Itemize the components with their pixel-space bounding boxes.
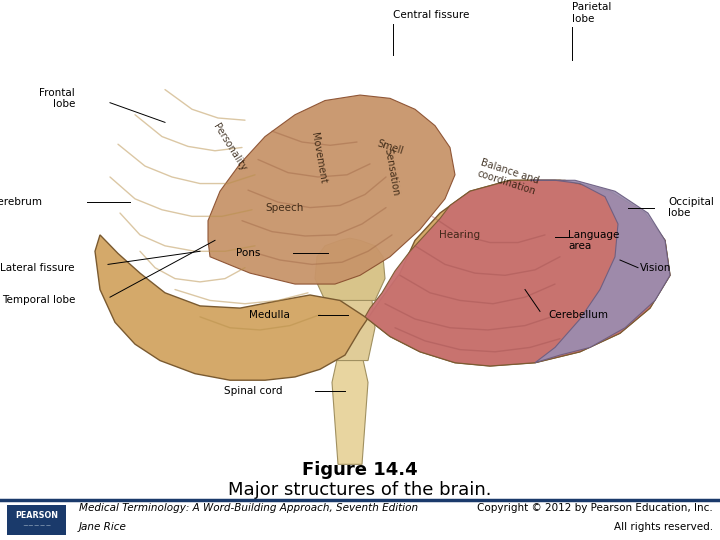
Text: Occipital
lobe: Occipital lobe [668, 197, 714, 218]
Text: Jane Rice: Jane Rice [79, 522, 127, 532]
Text: Vision: Vision [640, 262, 671, 273]
Text: Central fissure: Central fissure [393, 10, 469, 19]
Text: Personality: Personality [212, 122, 248, 173]
Polygon shape [365, 180, 670, 366]
Text: Cerebrum: Cerebrum [0, 197, 42, 207]
Text: Figure 14.4: Figure 14.4 [302, 461, 418, 478]
Text: Parietal
lobe: Parietal lobe [572, 3, 611, 24]
Polygon shape [332, 344, 368, 464]
Text: Language
area: Language area [568, 230, 619, 251]
Text: Hearing: Hearing [439, 230, 480, 240]
Text: Temporal lobe: Temporal lobe [1, 295, 75, 306]
Ellipse shape [431, 196, 649, 339]
Text: Movement: Movement [309, 132, 328, 185]
Polygon shape [95, 180, 670, 380]
Text: Balance and
coordination: Balance and coordination [476, 157, 540, 197]
Text: Lateral fissure: Lateral fissure [1, 262, 75, 273]
Text: Speech: Speech [266, 202, 304, 213]
Text: Sensation: Sensation [383, 148, 401, 197]
Text: ~~~~~: ~~~~~ [22, 523, 51, 529]
Polygon shape [208, 95, 455, 284]
Text: Medulla: Medulla [249, 309, 290, 320]
Text: Cerebellum: Cerebellum [548, 309, 608, 320]
Text: Smell: Smell [376, 139, 405, 157]
Text: Copyright © 2012 by Pearson Education, Inc.: Copyright © 2012 by Pearson Education, I… [477, 503, 713, 514]
Text: Medical Terminology: A Word-Building Approach, Seventh Edition: Medical Terminology: A Word-Building App… [79, 503, 418, 514]
Text: Spinal cord: Spinal cord [223, 386, 282, 396]
FancyBboxPatch shape [7, 505, 66, 535]
Text: Pons: Pons [235, 248, 260, 259]
Text: Major structures of the brain.: Major structures of the brain. [228, 481, 492, 500]
Text: PEARSON: PEARSON [15, 511, 58, 521]
Polygon shape [325, 284, 375, 361]
Text: All rights reserved.: All rights reserved. [613, 522, 713, 532]
Polygon shape [315, 238, 385, 300]
Polygon shape [530, 180, 670, 363]
Text: Frontal
lobe: Frontal lobe [40, 87, 75, 109]
